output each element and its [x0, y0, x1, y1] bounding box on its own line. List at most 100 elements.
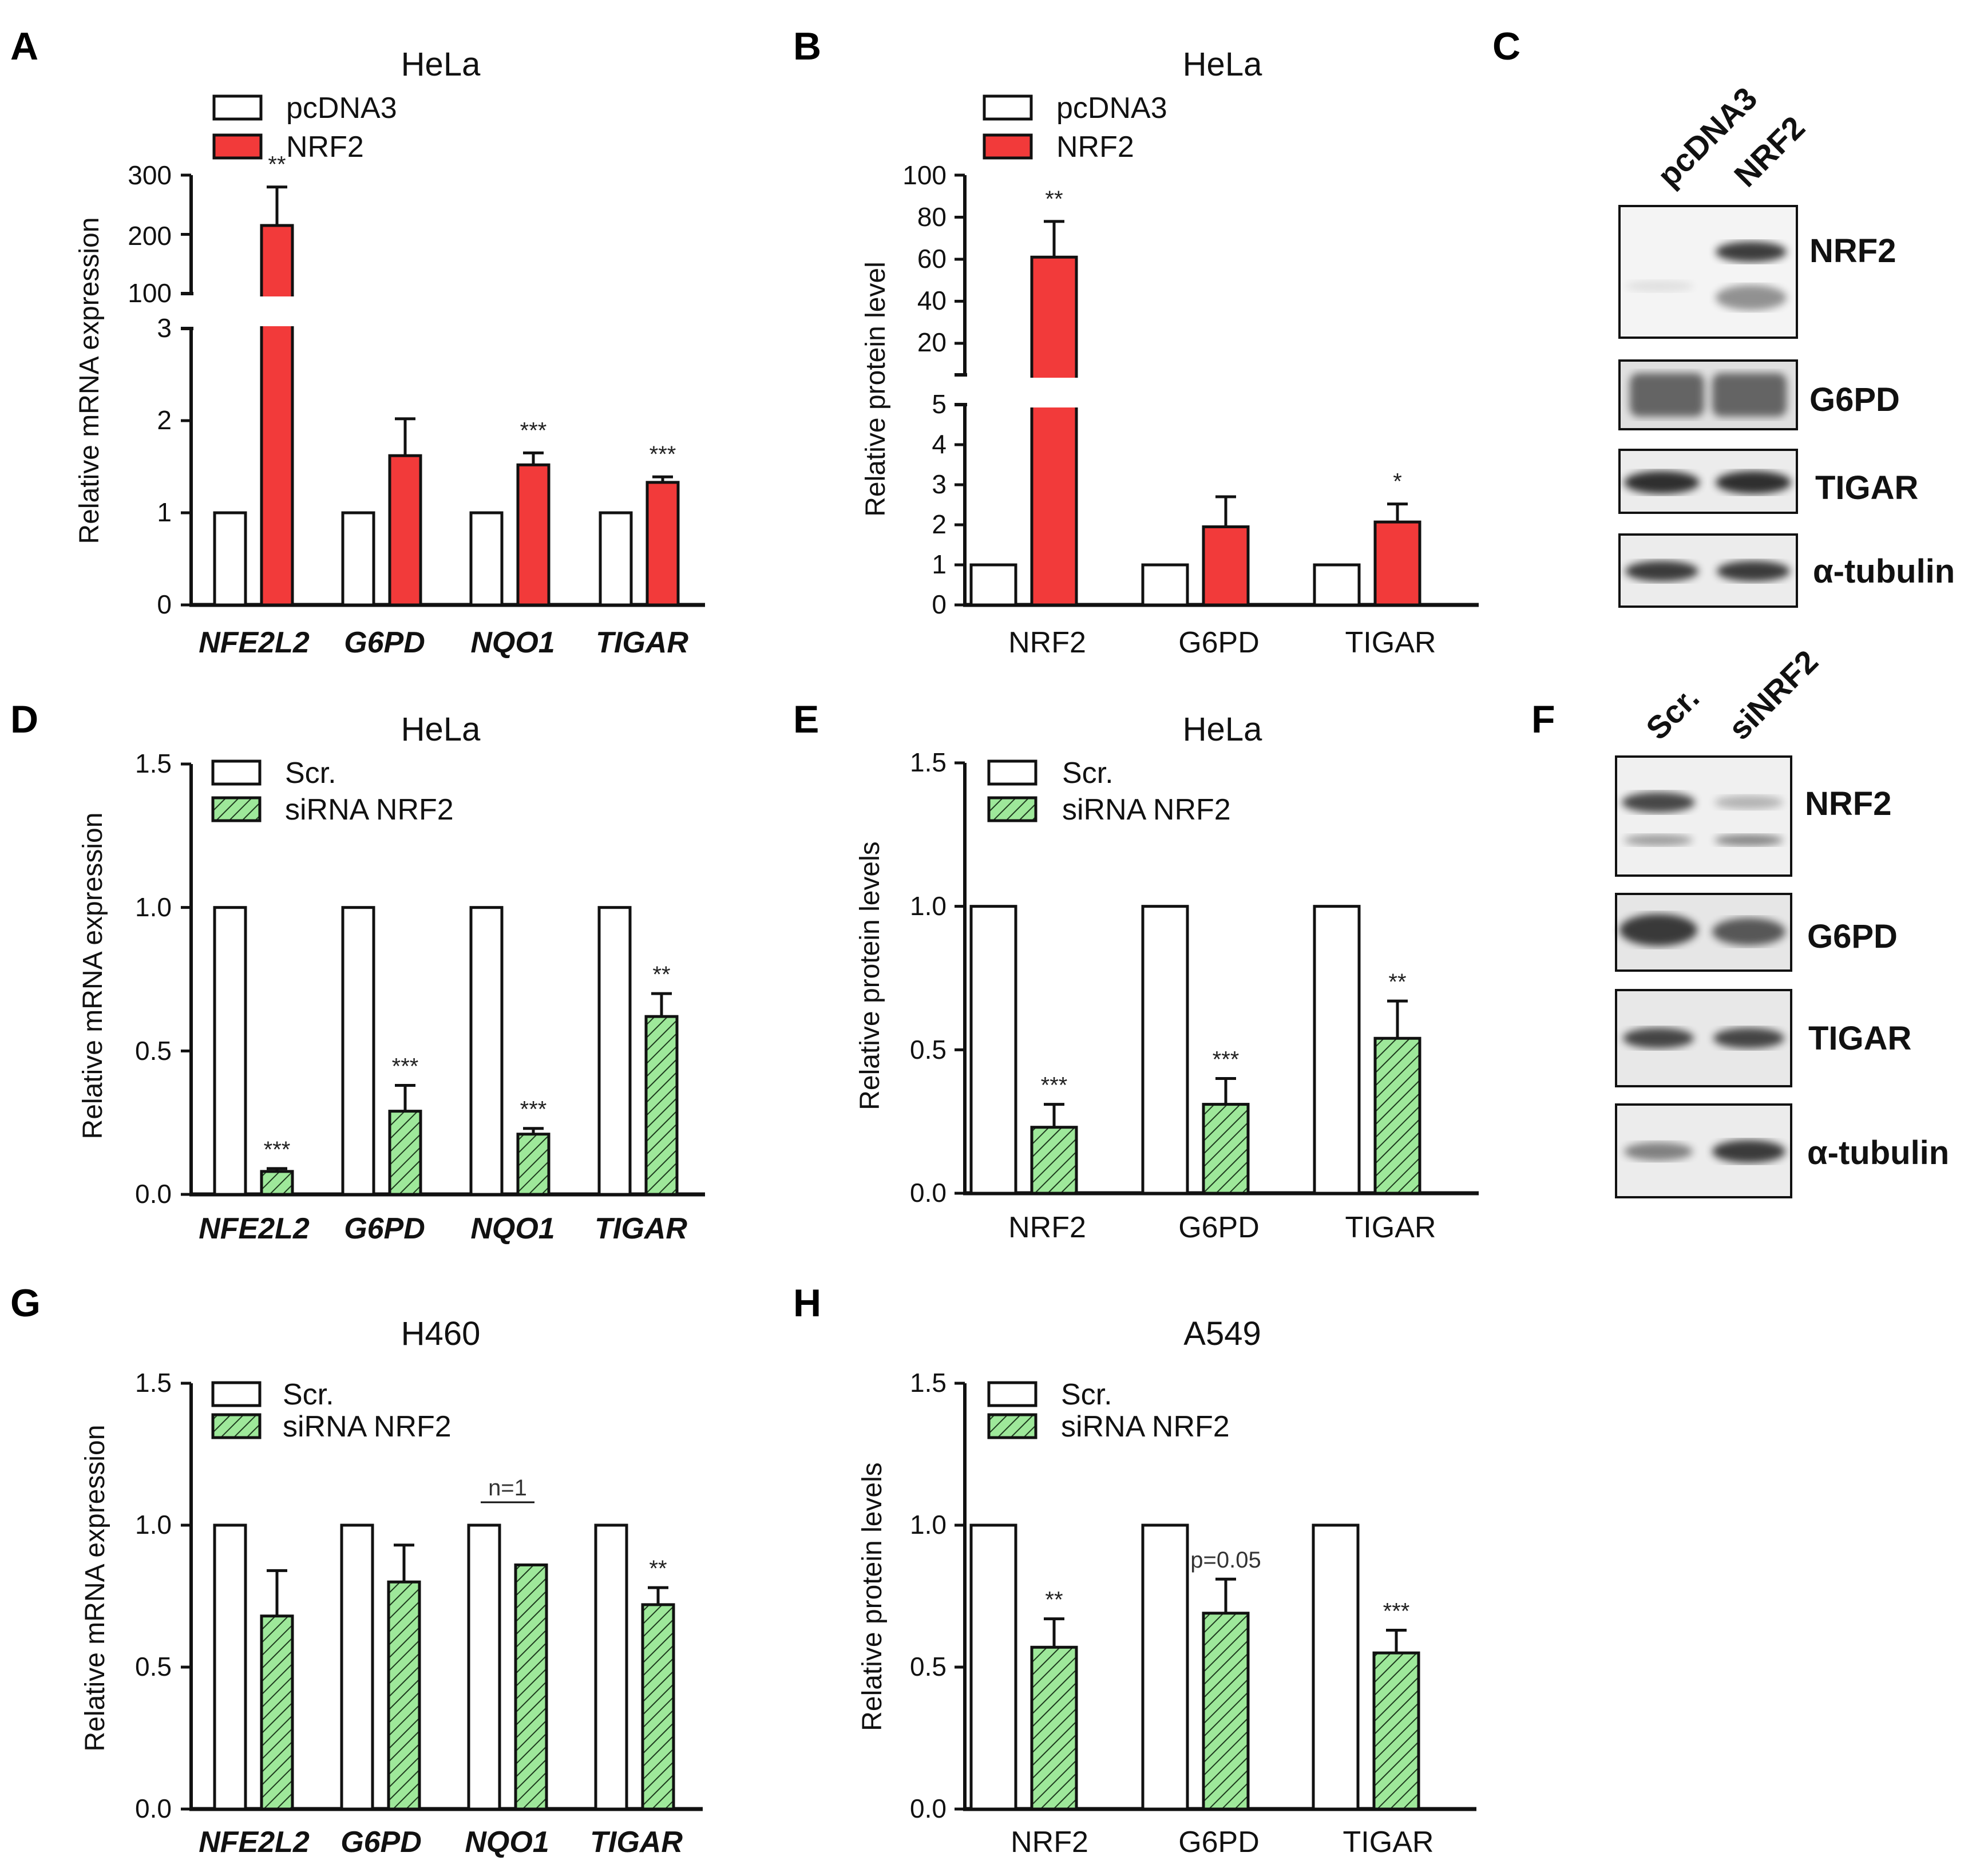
bar-treatment	[1030, 255, 1078, 607]
y-axis-label: Relative protein level	[861, 262, 891, 517]
bar-control	[467, 1523, 501, 1811]
bar-control	[969, 563, 1017, 607]
blot-tubulin: α-tubulin	[1615, 1103, 1949, 1198]
bar-control	[469, 906, 504, 1196]
panel-letter: C	[1492, 25, 1520, 68]
blot-band	[1623, 1028, 1694, 1048]
panel-f: F Scr. siNRF2 NRF2 G6PD TIGAR α-tu	[1531, 643, 1949, 1198]
category-label: NRF2	[1008, 626, 1086, 659]
panel-h: H A549 Scr. siRNA NRF2 Relative protein …	[793, 1281, 1476, 1859]
y-axis-label: Relative mRNA expression	[78, 813, 108, 1139]
legend-label: Scr.	[1061, 1378, 1112, 1411]
significance-marker: ***	[1213, 1047, 1240, 1072]
category-label: G6PD	[344, 626, 425, 659]
bar-treatment	[388, 454, 422, 607]
chart-title: HeLa	[1183, 46, 1262, 83]
y-tick-label: 60	[917, 244, 947, 274]
blot-label: G6PD	[1809, 381, 1900, 418]
bar-break-gap	[1028, 378, 1080, 407]
bar-treatment	[1030, 1645, 1078, 1811]
bar-control	[213, 511, 247, 607]
y-tick-label: 2	[157, 405, 172, 435]
y-tick-label: 1	[157, 497, 172, 527]
blot-frame	[1618, 205, 1798, 339]
significance-marker: ***	[1041, 1073, 1068, 1098]
y-tick-label: 0	[932, 589, 947, 619]
y-tick-label: 1.5	[910, 747, 947, 777]
bar-break-gap	[258, 296, 296, 326]
chart-title: HeLa	[401, 46, 481, 83]
chart-title: HeLa	[401, 711, 481, 748]
y-tick-label: 0.5	[135, 1036, 172, 1066]
y-axis-label: Relative mRNA expression	[80, 1425, 110, 1752]
y-tick-label: 0.5	[910, 1652, 947, 1681]
blot-band	[1624, 834, 1693, 846]
legend-label: Scr.	[1062, 757, 1114, 790]
significance-marker: **	[652, 962, 670, 987]
y-tick-label: 40	[917, 286, 947, 315]
legend-swatch-treatment	[983, 133, 1033, 160]
legend-label: siRNA NRF2	[285, 793, 454, 826]
blot-band	[1713, 1028, 1784, 1048]
blot-label: NRF2	[1809, 232, 1896, 270]
y-tick-label: 0.0	[910, 1794, 947, 1823]
bar-treatment	[1202, 1612, 1250, 1811]
blot-nrf2: NRF2	[1618, 205, 1896, 339]
y-tick-label: 3	[932, 469, 947, 499]
blot-frame	[1615, 755, 1792, 877]
bar-control	[969, 1523, 1017, 1811]
legend-label: pcDNA3	[1056, 92, 1167, 125]
bar-treatment	[260, 1614, 294, 1811]
significance-marker: **	[1388, 969, 1406, 995]
y-tick-label: 300	[128, 160, 172, 190]
panel-letter: D	[10, 698, 38, 741]
blot-label: α-tubulin	[1813, 553, 1955, 590]
significance-marker: ***	[392, 1054, 419, 1079]
bar-control	[594, 1523, 628, 1811]
bar-control	[213, 906, 247, 1196]
blot-tigar: TIGAR	[1618, 449, 1918, 514]
p-value-label: p=0.05	[1190, 1547, 1261, 1573]
note-label: n=1	[488, 1475, 527, 1501]
bar-control	[1141, 1523, 1189, 1811]
category-label: TIGAR	[596, 626, 688, 659]
panel-letter: G	[10, 1281, 41, 1325]
bar-control	[341, 906, 375, 1196]
legend-label: Scr.	[283, 1378, 334, 1411]
category-label: TIGAR	[590, 1826, 683, 1859]
bar-control	[1313, 563, 1361, 607]
legend-swatch-control	[212, 94, 263, 121]
y-axis-label: Relative protein levels	[857, 1462, 888, 1731]
bar-treatment	[1202, 1103, 1250, 1195]
category-label: TIGAR	[1343, 1826, 1434, 1859]
blot-band	[1625, 280, 1694, 292]
category-label: G6PD	[1178, 1211, 1260, 1244]
legend-swatch-treatment	[211, 1413, 262, 1439]
y-tick-label: 1.5	[135, 749, 172, 778]
category-label: G6PD	[340, 1826, 422, 1859]
legend-label: siRNA NRF2	[1061, 1410, 1230, 1443]
y-axis-label: Relative protein levels	[855, 841, 885, 1110]
significance-marker: **	[1045, 1588, 1063, 1613]
bar-treatment	[260, 1170, 294, 1196]
bar-treatment	[260, 224, 294, 607]
chart-title: HeLa	[1183, 711, 1262, 748]
bar-treatment	[1373, 1036, 1421, 1195]
blot-band	[1716, 471, 1791, 494]
bar-control	[1141, 905, 1189, 1195]
y-tick-label: 5	[932, 389, 947, 419]
y-tick-label: 1.5	[910, 1368, 947, 1398]
blot-nrf2: NRF2	[1615, 755, 1891, 877]
y-tick-label: 3	[157, 313, 172, 343]
bar-treatment	[1030, 1126, 1078, 1195]
bar-control	[1141, 563, 1189, 607]
significance-marker: ***	[520, 1097, 547, 1122]
bar-treatment	[514, 1563, 548, 1811]
blot-band	[1624, 471, 1700, 494]
blot-label: TIGAR	[1808, 1020, 1911, 1057]
plot-area: ***********	[181, 762, 705, 1197]
y-tick-label: 0.0	[135, 1179, 172, 1209]
y-tick-label: 0.0	[910, 1178, 947, 1208]
category-label: TIGAR	[1345, 626, 1436, 659]
blot-g6pd: G6PD	[1615, 893, 1898, 972]
